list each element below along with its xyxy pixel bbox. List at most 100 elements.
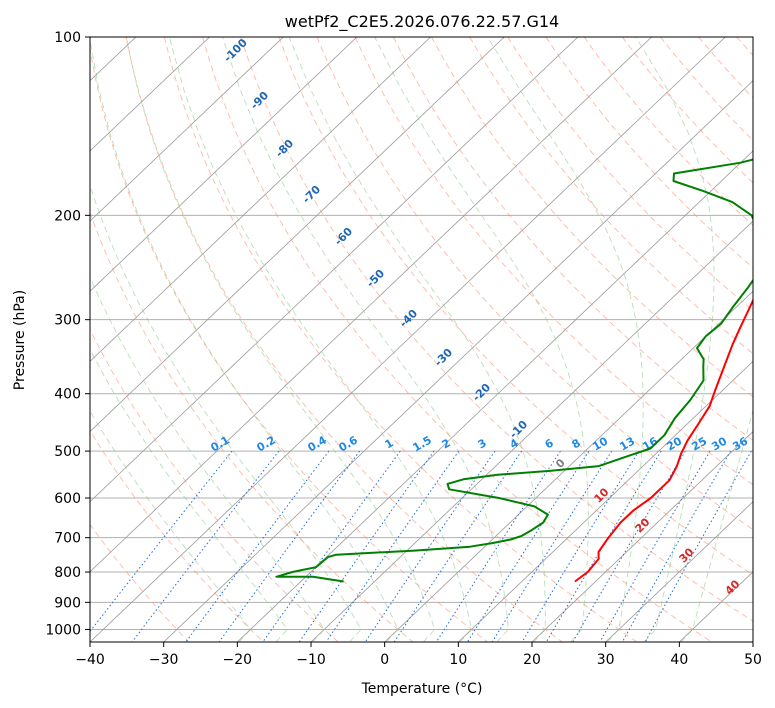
dry-adiabat xyxy=(660,37,753,142)
temperature-profile xyxy=(574,298,753,583)
x-tick-label: 10 xyxy=(449,652,467,668)
moist-adiabat xyxy=(374,37,589,642)
mixing-ratio-line xyxy=(521,450,640,642)
x-tick-label: −30 xyxy=(149,652,179,668)
isotherm-label: -60 xyxy=(332,225,355,248)
moist-adiabat xyxy=(90,348,288,642)
mixing-ratio-line xyxy=(185,450,330,642)
mixing-ratio-line xyxy=(131,450,280,642)
moist-adiabat xyxy=(288,37,546,642)
x-tick-label: 20 xyxy=(523,652,541,668)
x-tick-label: 50 xyxy=(744,652,762,668)
mixing-ratio-line xyxy=(545,450,662,642)
mixing-ratio-lines xyxy=(90,450,752,642)
y-tick-label: 1000 xyxy=(45,622,81,638)
isotherm xyxy=(90,37,652,573)
y-tick-label: 800 xyxy=(54,565,81,581)
mixing-ratio-line xyxy=(298,450,435,642)
mixing-ratio-line xyxy=(364,450,496,642)
dry-adiabat-label: 20 xyxy=(633,515,653,535)
dry-adiabat xyxy=(392,37,753,442)
y-tick-label: 700 xyxy=(54,531,81,547)
mixing-ratio-line xyxy=(599,450,711,642)
dry-adiabat xyxy=(90,328,339,642)
dry-adiabat xyxy=(507,37,753,312)
mixing-ratio-label: 6 xyxy=(543,436,556,451)
dry-adiabat xyxy=(431,37,753,398)
isotherm-label: -20 xyxy=(470,381,493,404)
dry-adiabat-label: 30 xyxy=(677,545,697,565)
dry-adiabat xyxy=(316,37,753,531)
mixing-ratio-line xyxy=(621,450,732,642)
isotherm xyxy=(752,641,753,642)
isotherm xyxy=(384,290,753,642)
plot-frame xyxy=(89,36,754,643)
isotherm-label: -70 xyxy=(300,183,323,206)
x-ticks: −40 −30 −20 −10 0 10 20 30 40 50 xyxy=(75,642,762,668)
x-tick-label: −20 xyxy=(223,652,253,668)
y-ticks: 100 200 300 400 500 600 700 800 900 1000 xyxy=(45,30,90,638)
y-tick-label: 400 xyxy=(54,387,81,403)
chart-title: wetPf2_C2E5.2026.076.22.57.G14 xyxy=(285,12,559,32)
dry-adiabat xyxy=(90,429,264,642)
moist-adiabat xyxy=(90,183,362,642)
mixing-ratio-label: 13 xyxy=(617,435,637,454)
moist-adiabat xyxy=(125,37,436,642)
isotherm xyxy=(90,37,358,292)
isotherm xyxy=(90,37,210,152)
moist-adiabat xyxy=(487,37,644,642)
dry-adiabat-label: 10 xyxy=(592,485,612,505)
y-axis-label: Pressure (hPa) xyxy=(12,290,28,390)
dry-adiabat xyxy=(90,523,190,642)
y-tick-label: 300 xyxy=(54,313,81,329)
y-tick-label: 500 xyxy=(54,444,81,460)
isotherm xyxy=(0,37,62,642)
mixing-ratio-line xyxy=(218,450,361,642)
isotherm xyxy=(90,37,284,222)
mixing-ratio-line xyxy=(467,450,590,642)
isotherm-label: -40 xyxy=(397,307,420,330)
moist-adiabat xyxy=(680,408,753,642)
mixing-ratio-line xyxy=(325,450,460,642)
moist-adiabat xyxy=(635,37,715,642)
isotherm xyxy=(90,37,726,642)
dry-adiabat xyxy=(354,37,753,486)
mixing-ratio-line xyxy=(393,450,523,642)
mixing-ratio-label: 20 xyxy=(664,434,684,453)
isotherm xyxy=(458,360,753,642)
moist-adiabat xyxy=(168,37,472,642)
x-tick-label: 30 xyxy=(597,652,615,668)
isotherm xyxy=(679,571,753,642)
x-tick-label: 40 xyxy=(670,652,688,668)
dry-adiabat xyxy=(736,37,753,56)
isotherm xyxy=(90,37,431,362)
dry-adiabat xyxy=(90,46,488,642)
x-tick-label: 0 xyxy=(380,652,389,668)
dry-adiabat-label: 40 xyxy=(723,577,743,597)
moist-adiabat xyxy=(90,37,399,642)
mixing-ratio-label: 3 xyxy=(476,436,489,451)
mixing-ratio-line xyxy=(435,450,561,642)
dry-adiabat xyxy=(125,37,563,642)
dry-adiabat xyxy=(621,37,753,184)
background-lines xyxy=(0,37,753,642)
mixing-ratio-line xyxy=(90,450,233,633)
line-labels: 0.1 0.2 0.4 0.6 1 1.5 2 3 4 6 8 10 13 16 20 25 30 36-100-… xyxy=(209,36,751,598)
isotherm xyxy=(90,37,579,503)
dry-adiabat xyxy=(90,211,414,642)
plot-area: 0.1 0.2 0.4 0.6 1 1.5 2 3 4 6 8 10 13 16 20 25 30 36-100-… xyxy=(0,36,753,642)
isotherm-label: -90 xyxy=(248,89,271,112)
isotherm-label: -100 xyxy=(221,36,250,65)
isotherm xyxy=(90,37,505,433)
dry-adiabat xyxy=(698,37,753,99)
dewpoint-profile xyxy=(275,158,753,583)
mixing-ratio-line xyxy=(644,450,752,642)
dry-adiabat xyxy=(202,37,712,642)
mixing-ratio-label: 8 xyxy=(570,436,583,451)
y-tick-label: 900 xyxy=(54,595,81,611)
dry-adiabat xyxy=(240,37,753,622)
mixing-ratio-label: 25 xyxy=(689,435,709,454)
mixing-ratio-label: 1 xyxy=(383,436,396,451)
y-tick-label: 600 xyxy=(54,491,81,507)
